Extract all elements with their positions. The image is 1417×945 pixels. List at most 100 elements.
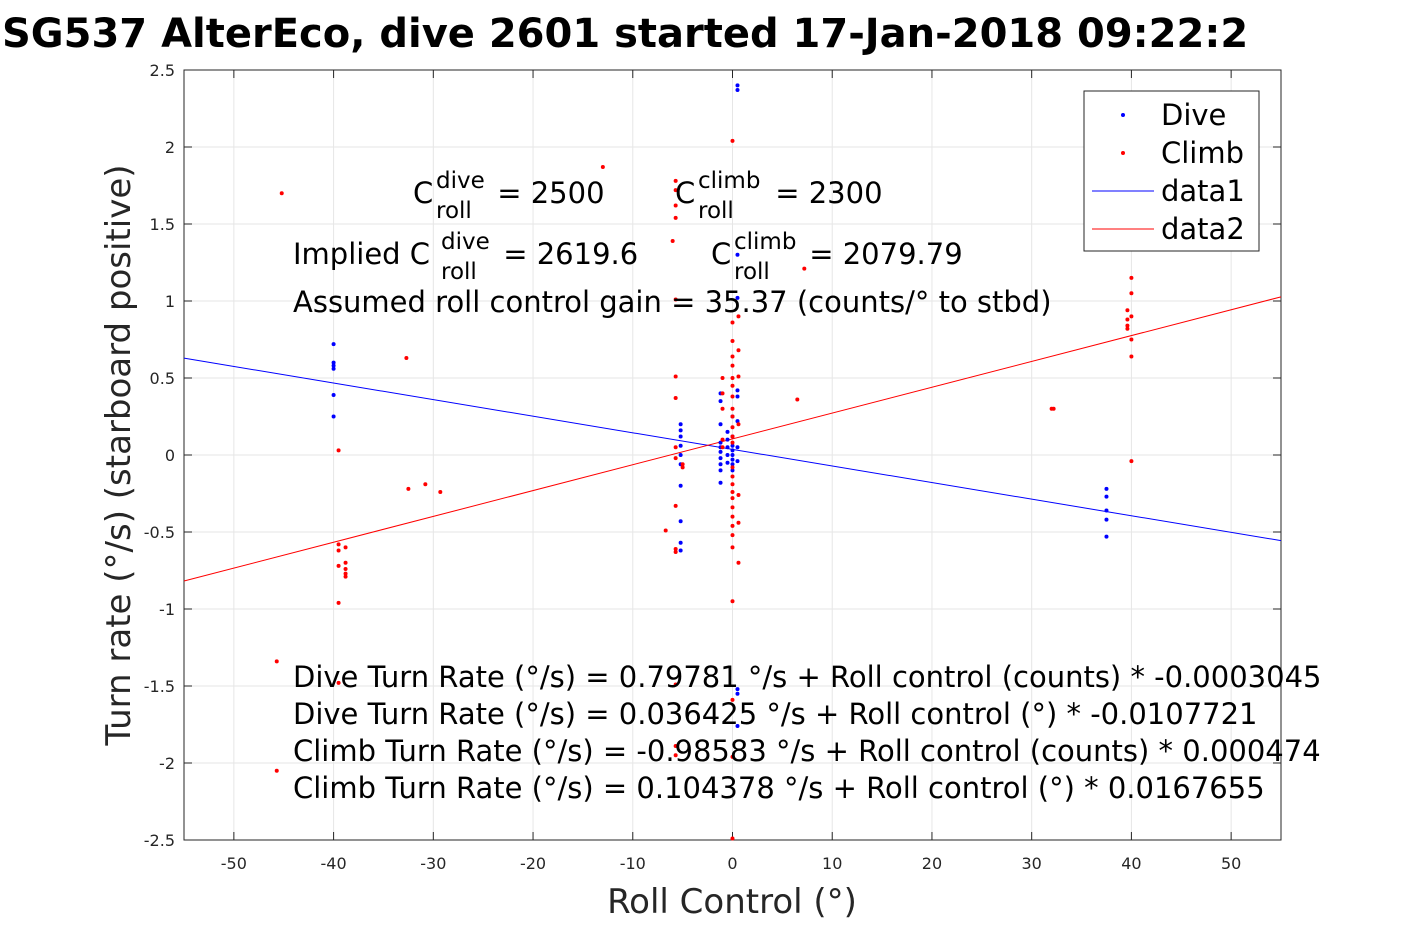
climb-point (730, 440, 735, 445)
dive-point (331, 360, 336, 365)
c-dive-value: = 2500 (488, 176, 605, 210)
y-tick-label: 0 (165, 446, 175, 465)
climb-point (1129, 459, 1134, 464)
climb-point (423, 482, 428, 487)
climb-point (670, 238, 675, 243)
legend: Dive Climb data1 data2 (1083, 90, 1260, 252)
climb-point (1125, 308, 1130, 313)
climb-point (720, 376, 725, 380)
dive-point (678, 434, 683, 439)
climb-point (336, 600, 341, 605)
climb-point (730, 523, 735, 528)
y-axis-label: Turn rate (°/s) (starboard positive) (99, 164, 139, 746)
dive-point (735, 295, 740, 300)
climb-point (1125, 326, 1130, 331)
climb-point (673, 188, 678, 193)
climb-point (730, 533, 735, 538)
dive-point (730, 448, 735, 453)
climb-point (730, 320, 735, 325)
dive-point (678, 519, 683, 524)
climb-point (336, 448, 341, 453)
x-tick-label: 40 (1121, 854, 1141, 873)
climb-point (736, 314, 741, 319)
x-tick-label: 30 (1022, 854, 1042, 873)
climb-point (680, 465, 685, 470)
climb-point (730, 474, 735, 479)
c-dive-sup: dive (436, 168, 485, 194)
dive-point (735, 252, 740, 257)
climb-point (336, 548, 341, 553)
dive-point (678, 443, 683, 448)
x-axis-label: Roll Control (°) (607, 882, 857, 922)
dive-point (730, 453, 735, 457)
climb-point (673, 682, 678, 687)
y-tick-label: -0.5 (144, 523, 175, 542)
dive-point (1104, 517, 1109, 522)
x-tick-label: 20 (922, 854, 942, 873)
annotation-implied: Implied C dive roll = 2619.6 C climb rol… (293, 229, 963, 285)
c-dive-base: C (413, 176, 433, 210)
chart-title: SG537 AlterEco, dive 2601 started 17-Jan… (2, 11, 1248, 57)
climb-point (1129, 291, 1134, 296)
climb-point (730, 414, 735, 419)
climb-point (730, 363, 735, 368)
climb-point (1129, 275, 1134, 280)
legend-data1-label: data1 (1161, 174, 1245, 208)
dive-point (718, 462, 723, 467)
climb-point (730, 138, 735, 143)
climb-point (673, 374, 678, 379)
climb-point (343, 566, 348, 571)
x-tick-label: 50 (1221, 854, 1241, 873)
climb-point (730, 383, 735, 388)
dive-point (331, 363, 336, 368)
dive-point (331, 366, 336, 371)
y-tick-label: 1.5 (150, 215, 175, 234)
climb-point (279, 191, 284, 196)
dive-point (678, 483, 683, 488)
dive-point (735, 388, 740, 393)
climb-point (1129, 337, 1134, 342)
climb-point (1125, 317, 1130, 322)
dive-point (730, 468, 735, 473)
climb-point (673, 396, 678, 401)
climb-point (730, 394, 735, 399)
implied-dive-sup: dive (441, 229, 490, 255)
climb-point (802, 266, 807, 271)
gain-annotation: Assumed roll control gain = 35.37 (count… (293, 285, 1052, 319)
annotation-c-climb: C climb roll = 2300 (675, 168, 883, 224)
climb-point (730, 514, 735, 519)
dive-point (1104, 486, 1109, 491)
climb-point (730, 482, 735, 487)
climb-point (1125, 323, 1130, 328)
implied-dive-sub: roll (441, 259, 477, 285)
climb-point (438, 489, 443, 494)
dive-point (735, 394, 740, 399)
x-tick-label: -20 (520, 854, 546, 873)
dive-point (725, 437, 730, 442)
legend-dive-label: Dive (1161, 98, 1226, 132)
climb-point (673, 550, 678, 555)
climb-point (673, 546, 678, 551)
climb-point (730, 406, 735, 411)
climb-point (673, 503, 678, 508)
implied-dive-value: = 2619.6 (494, 237, 638, 271)
legend-data2-label: data2 (1161, 212, 1245, 246)
implied-climb-sub: roll (734, 259, 770, 285)
dive-point (735, 83, 740, 88)
dive-point (718, 480, 723, 485)
climb-point (730, 545, 735, 550)
climb-point (673, 456, 678, 461)
data2-fit-line (183, 296, 1282, 582)
annotation-c-dive: C dive roll = 2500 (413, 168, 605, 224)
climb-point (673, 744, 678, 749)
dive-point (730, 462, 735, 467)
climb-point (673, 215, 678, 220)
dive-point (735, 445, 740, 450)
climb-point (274, 659, 279, 664)
equation-line-4: Climb Turn Rate (°/s) = 0.104378 °/s + R… (293, 771, 1265, 805)
climb-point (673, 203, 678, 208)
dive-point (718, 440, 723, 445)
implied-climb-value: = 2079.79 (800, 237, 963, 271)
climb-point (730, 489, 735, 494)
